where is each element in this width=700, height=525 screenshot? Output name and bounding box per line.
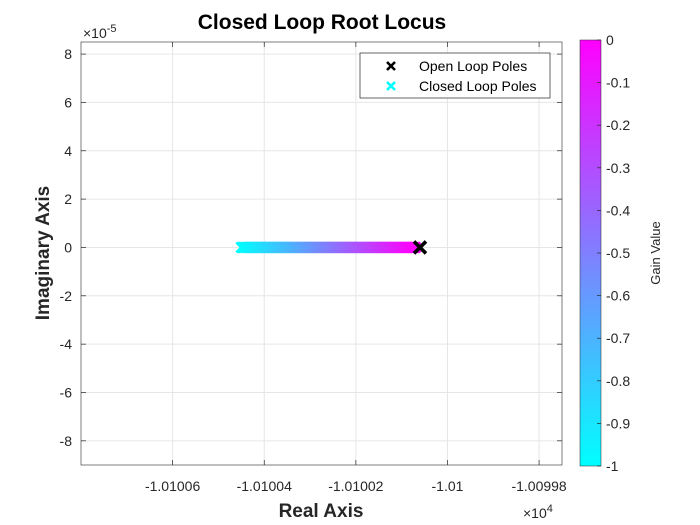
colorbar-label: Gain Value <box>648 221 663 284</box>
colorbar-tick-label: -0.1 <box>606 75 630 91</box>
chart-title: Closed Loop Root Locus <box>198 11 446 34</box>
legend-box <box>359 52 551 99</box>
open-loop-pole-marker-stroke-b <box>412 240 428 255</box>
x-tick-label: -1.01006 <box>145 478 200 494</box>
x-tick-label: -1.01 <box>432 478 464 494</box>
y-axis-exponent: ×10-5 <box>83 23 117 41</box>
legend-label-open-loop-poles: Open Loop Poles <box>419 58 527 74</box>
legend-open-loop-glyph <box>386 61 396 71</box>
x-tick-label: -1.00998 <box>511 478 566 494</box>
plot-area <box>81 42 562 465</box>
open-loop-pole-marker <box>412 240 428 255</box>
legend-marker-open-loop-poles <box>386 61 396 71</box>
colorbar-tick-label: -0.7 <box>606 330 630 346</box>
data-markers <box>235 240 428 255</box>
y-tick-label: 4 <box>64 143 72 159</box>
y-tick-label: 0 <box>64 239 72 255</box>
colorbar-tick-label: -0.9 <box>606 415 630 431</box>
colorbar-tick-label: -0.2 <box>606 117 630 133</box>
y-tick-label: -6 <box>60 384 73 400</box>
y-tick-label: -2 <box>60 288 73 304</box>
colorbar-tick-label: -0.8 <box>606 373 630 389</box>
colorbar-tick-label: -1 <box>606 458 619 474</box>
x-axis-label: Real Axis <box>279 501 364 522</box>
colorbar-tick-label: -0.3 <box>606 160 630 176</box>
colorbar-tick-label: 0 <box>606 32 614 48</box>
legend-label-closed-loop-poles: Closed Loop Poles <box>419 78 537 94</box>
colorbar-ticks: 0 -0.1 -0.2 -0.3 -0.4 -0.5 -0.6 -0.7 -0.8 -0.9 -1 <box>597 32 630 474</box>
colorbar-tick-label: -0.5 <box>606 245 630 261</box>
legend-closed-loop-glyph <box>386 81 396 91</box>
legend-marker-closed-loop-poles <box>386 81 396 91</box>
legend: Open Loop Poles Closed Loop Poles <box>359 52 551 99</box>
y-axis-label: Imaginary Axis <box>33 186 54 320</box>
legend-open-loop-glyph-stroke-b <box>386 61 396 71</box>
y-tick-label: -8 <box>60 433 73 449</box>
x-tick-label: -1.01002 <box>328 478 383 494</box>
x-axis-exponent: ×104 <box>523 503 553 521</box>
y-tick-label: 8 <box>64 46 72 62</box>
plot-frame <box>80 41 563 466</box>
y-tick-label: -4 <box>60 336 73 352</box>
legend-closed-loop-glyph-stroke-b <box>386 81 396 91</box>
y-tick-label: 2 <box>64 191 72 207</box>
colorbar-tick-label: -0.6 <box>606 288 630 304</box>
colorbar-tick-label: -0.4 <box>606 202 630 218</box>
x-tick-label: -1.01004 <box>237 478 292 494</box>
y-tick-label: 6 <box>64 94 72 110</box>
axis-ticks: -1.01006 -1.01004 -1.01002 -1.01 -1.00998 -8 -… <box>60 42 567 494</box>
